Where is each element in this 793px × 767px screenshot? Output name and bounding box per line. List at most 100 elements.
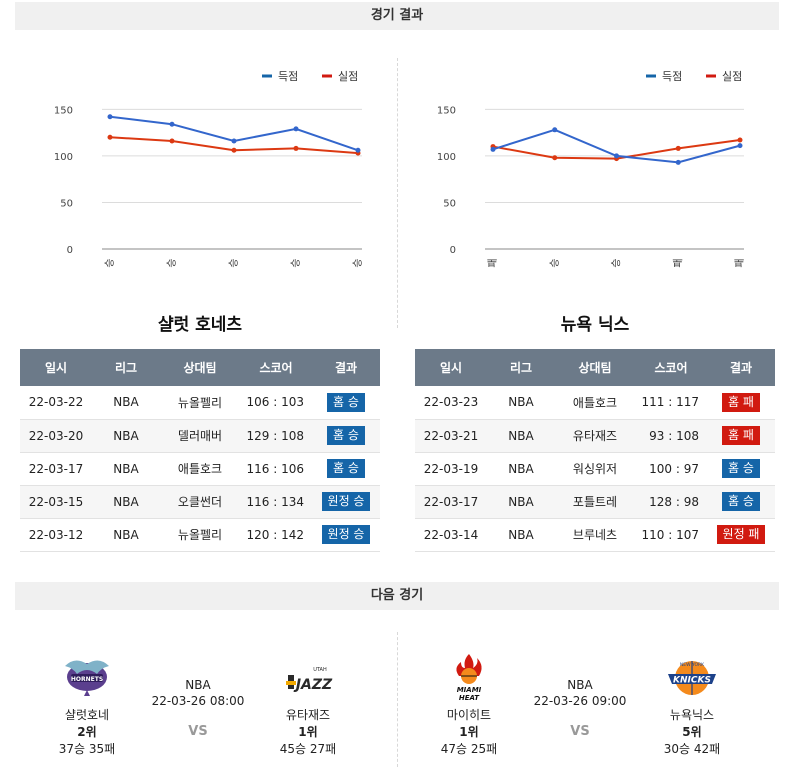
team-name: 뉴욕닉스 <box>669 708 715 722</box>
table-row: 22-03-17 NBA 애틀호크 116 : 106 홈 승 <box>20 452 380 486</box>
result-cell: 홈 승 <box>312 386 380 420</box>
game-date: 22-03-17 <box>20 452 92 486</box>
data-point <box>675 159 681 165</box>
team-rank: 1위 <box>298 725 318 739</box>
game-date: 22-03-23 <box>415 386 487 420</box>
data-point <box>169 138 175 144</box>
svg-text:HORNETS: HORNETS <box>71 676 103 683</box>
data-point <box>169 121 175 127</box>
result-badge: 홈 패 <box>722 392 760 412</box>
result-badge: 원정 승 <box>321 492 371 511</box>
data-point <box>737 143 743 149</box>
table-row: 22-03-20 NBA 델러매버 129 : 108 홈 승 <box>20 419 380 453</box>
game-date: 22-03-17 <box>415 485 487 519</box>
game-date: 22-03-14 <box>415 518 487 552</box>
team-record: 47승 25패 <box>440 742 498 756</box>
score-cell: 129 : 108 <box>240 419 312 453</box>
score-cell: 106 : 103 <box>240 386 312 420</box>
jazz-logo-icon: UTAH JAZZ <box>278 652 338 702</box>
right-results-chart: 득점 실점 0 50 100 150 패 승 승 패 패 <box>437 70 746 268</box>
game-datetime: 22-03-26 08:00 <box>151 694 245 708</box>
next-game-2-away-team[interactable]: KNICKS NEW YORK 뉴욕닉스 5위 30승 42패 <box>637 652 747 757</box>
results-section-header: 경기 결과 <box>15 2 779 30</box>
score-cell: 100 : 97 <box>635 452 707 486</box>
league-cell: NBA <box>487 386 555 420</box>
opponent-cell: 포틀트레 <box>555 485 635 519</box>
league-cell: NBA <box>92 452 160 486</box>
team-record: 37승 35패 <box>58 742 116 756</box>
score-cell: 116 : 134 <box>240 485 312 519</box>
result-cell: 원정 승 <box>312 518 380 552</box>
table-row: 22-03-15 NBA 오클썬더 116 : 134 원정 승 <box>20 485 380 519</box>
opponent-cell: 애틀호크 <box>160 452 240 486</box>
team-rank: 2위 <box>77 725 97 739</box>
team-name: 유타재즈 <box>285 708 331 722</box>
score-cell: 93 : 108 <box>635 419 707 453</box>
score-cell: 128 : 98 <box>635 485 707 519</box>
team-name: 마이히트 <box>446 708 492 722</box>
opponent-cell: 뉴올펠리 <box>160 518 240 552</box>
result-cell: 원정 승 <box>312 485 380 519</box>
result-badge: 홈 패 <box>722 426 760 445</box>
table-row: 22-03-12 NBA 뉴올펠리 120 : 142 원정 승 <box>20 518 380 552</box>
y-tick-label: 0 <box>450 245 456 256</box>
table-header-row: 일시 리그 상대팀 스코어 결과 <box>20 349 380 386</box>
column-header: 일시 <box>415 349 487 386</box>
svg-text:UTAH: UTAH <box>313 667 327 673</box>
data-point <box>490 146 496 152</box>
opponent-cell: 워싱위저 <box>555 452 635 486</box>
x-tick-label: 승 <box>228 258 240 267</box>
table-row: 22-03-23 NBA 애틀호크 111 : 117 홈 패 <box>415 386 775 420</box>
score-cell: 116 : 106 <box>240 452 312 486</box>
x-tick-label: 승 <box>549 258 561 267</box>
league-label: NBA <box>567 678 593 692</box>
y-tick-label: 100 <box>437 152 456 163</box>
column-header: 결과 <box>707 349 775 386</box>
x-tick-label: 패 <box>734 258 746 267</box>
legend-label: 실점 <box>338 70 358 83</box>
table-row: 22-03-19 NBA 워싱위저 100 : 97 홈 승 <box>415 452 775 486</box>
data-point <box>231 138 237 144</box>
column-header: 결과 <box>312 349 380 386</box>
next-game-section-header: 다음 경기 <box>15 582 779 610</box>
game-date: 22-03-12 <box>20 518 92 552</box>
league-cell: NBA <box>487 485 555 519</box>
column-header: 상대팀 <box>555 349 635 386</box>
score-cell: 111 : 117 <box>635 386 707 420</box>
chart-divider <box>397 58 398 328</box>
next-game-1-away-team[interactable]: UTAH JAZZ 유타재즈 1위 45승 27패 <box>253 652 363 757</box>
next-game-1-info: NBA 22-03-26 08:00 <box>143 678 253 708</box>
data-point <box>552 127 558 133</box>
data-point <box>675 145 681 151</box>
x-tick-label: 패 <box>672 258 684 267</box>
y-tick-label: 50 <box>443 198 456 209</box>
heat-logo-icon: MIAMI HEAT <box>439 652 499 702</box>
result-badge: 원정 승 <box>321 525 371 544</box>
opponent-cell: 애틀호크 <box>555 386 635 420</box>
y-tick-label: 100 <box>54 152 73 163</box>
result-badge: 원정 패 <box>716 525 766 544</box>
legend-label: 실점 <box>722 70 742 83</box>
opponent-cell: 뉴올펠리 <box>160 386 240 420</box>
result-cell: 원정 패 <box>707 518 775 552</box>
table-row: 22-03-17 NBA 포틀트레 128 : 98 홈 승 <box>415 485 775 519</box>
x-tick-label: 패 <box>487 258 499 267</box>
left-team-title: 샬럿 호네츠 <box>157 315 243 335</box>
next-game-1-home-team[interactable]: HORNETS 샬럿호네 2위 37승 35패 <box>32 652 142 757</box>
league-cell: NBA <box>487 452 555 486</box>
next-game-2-home-team[interactable]: MIAMI HEAT 마이히트 1위 47승 25패 <box>414 652 524 757</box>
next-game-2-info: NBA 22-03-26 09:00 <box>525 678 635 708</box>
opponent-cell: 유타재즈 <box>555 419 635 453</box>
game-date: 22-03-22 <box>20 386 92 420</box>
data-point <box>293 145 299 151</box>
result-cell: 홈 승 <box>707 452 775 486</box>
data-point <box>737 137 743 143</box>
data-point <box>107 114 113 120</box>
x-tick-label: 승 <box>166 258 178 267</box>
result-cell: 홈 승 <box>312 419 380 453</box>
data-point <box>355 147 361 153</box>
data-point <box>107 134 113 140</box>
score-cell: 110 : 107 <box>635 518 707 552</box>
league-cell: NBA <box>487 518 555 552</box>
table-header-row: 일시 리그 상대팀 스코어 결과 <box>415 349 775 386</box>
